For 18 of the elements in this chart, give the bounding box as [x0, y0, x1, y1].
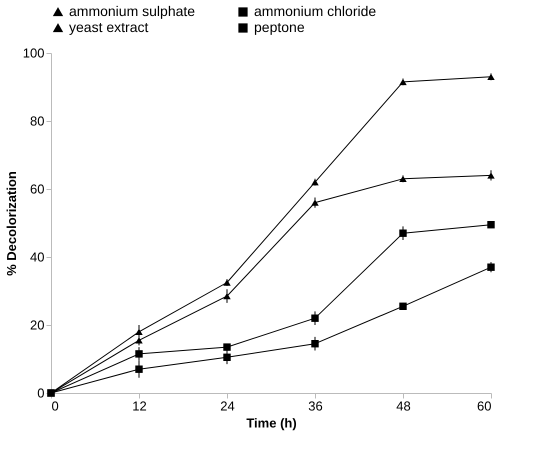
- y-tick-label: 0: [37, 386, 44, 400]
- legend-label: ammonium chloride: [254, 3, 376, 19]
- y-tick-label: 80: [30, 114, 44, 128]
- x-tick-label: 60: [477, 398, 492, 414]
- x-tick-label: 24: [220, 398, 235, 414]
- x-axis-title: Time (h): [246, 416, 297, 430]
- y-tick-label: 60: [30, 182, 44, 196]
- x-tick-label: 12: [132, 398, 147, 414]
- y-tick-label: 20: [30, 318, 44, 332]
- legend-label: peptone: [254, 19, 305, 35]
- y-axis-title: % Decolorization: [4, 171, 19, 276]
- x-tick-label: 48: [396, 398, 411, 414]
- legend-label: ammonium sulphate: [69, 3, 196, 19]
- y-tick-label: 100: [22, 46, 44, 60]
- x-tick-label: 36: [308, 398, 323, 414]
- y-tick-label: 40: [30, 250, 44, 264]
- legend-label: yeast extract: [69, 19, 148, 35]
- x-tick-label: 0: [52, 398, 59, 414]
